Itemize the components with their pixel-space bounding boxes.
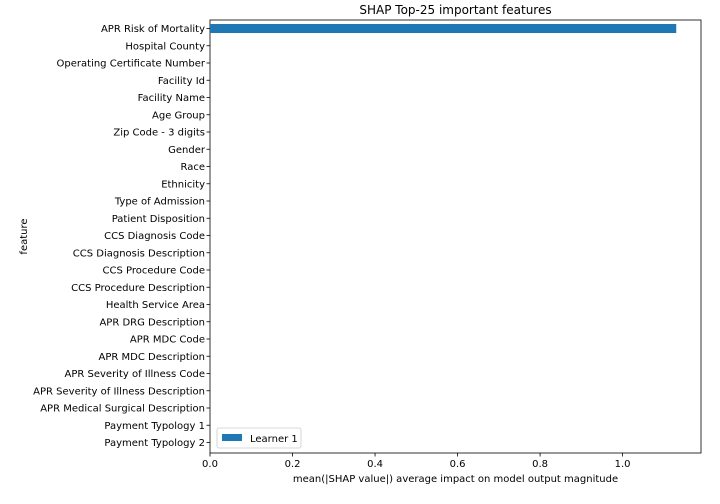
x-tick-label: 0.2 (285, 459, 301, 470)
x-tick-label: 0.8 (532, 459, 548, 470)
x-tick-label: 0.0 (202, 459, 218, 470)
y-tick-label: APR Risk of Mortality (101, 24, 205, 35)
x-ticks: 0.0 0.2 0.4 0.6 0.8 1.0 (202, 453, 631, 470)
y-tick-label: Operating Certificate Number (57, 59, 206, 70)
x-tick-label: 0.4 (367, 459, 383, 470)
y-tick-label: APR DRG Description (99, 317, 205, 328)
y-tick-label: CCS Diagnosis Description (73, 248, 205, 259)
y-tick-label: APR Medical Surgical Description (40, 404, 205, 415)
chart-title: SHAP Top-25 important features (359, 3, 551, 17)
legend-swatch (222, 434, 242, 441)
plot-border (209, 19, 702, 454)
y-tick-label: Facility Id (158, 76, 205, 87)
x-axis-label: mean(|SHAP value|) average impact on mod… (293, 474, 618, 485)
y-tick-label: Hospital County (125, 41, 205, 52)
y-tick-label: APR MDC Description (99, 352, 205, 363)
y-ticks: APR Risk of Mortality Hospital County Oper… (33, 24, 210, 449)
y-tick-label: CCS Procedure Code (102, 266, 205, 277)
x-tick-label: 0.6 (450, 459, 466, 470)
y-tick-label: Health Service Area (106, 300, 205, 311)
y-tick-label: APR Severity of Illness Code (65, 369, 206, 380)
bars-layer (210, 24, 677, 33)
y-tick-label: CCS Diagnosis Code (104, 231, 205, 242)
y-tick-label: Payment Typology 2 (104, 438, 205, 449)
y-tick-label: Race (180, 162, 205, 173)
y-tick-label: Type of Admission (114, 197, 205, 208)
y-tick-label: Age Group (152, 110, 205, 121)
y-tick-label: Patient Disposition (112, 214, 205, 225)
y-tick-label: Facility Name (138, 93, 205, 104)
plot-frame (209, 19, 702, 454)
legend: Learner 1 (216, 427, 302, 449)
bar-apr-risk-of-mortality (210, 24, 677, 33)
y-tick-label: Gender (168, 145, 206, 156)
y-tick-label: Ethnicity (161, 179, 205, 190)
y-tick-label: APR MDC Code (130, 335, 205, 346)
y-tick-label: APR Severity of Illness Description (33, 386, 205, 397)
y-tick-label: Zip Code - 3 digits (113, 128, 205, 139)
x-tick-label: 1.0 (615, 459, 631, 470)
y-tick-label: Payment Typology 1 (104, 421, 205, 432)
legend-label: Learner 1 (250, 434, 298, 445)
y-axis-label: feature (19, 218, 30, 254)
y-tick-label: CCS Procedure Description (71, 283, 205, 294)
legend-box (216, 427, 302, 449)
